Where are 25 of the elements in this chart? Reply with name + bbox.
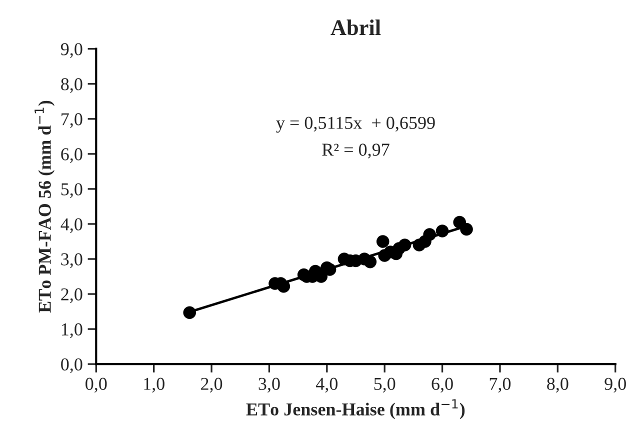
x-tick-label: 6,0 bbox=[432, 378, 453, 393]
x-tick-label: 5,0 bbox=[374, 378, 396, 393]
y-tick-label: 1,0 bbox=[62, 323, 82, 338]
y-tick-label: 2,0 bbox=[61, 288, 82, 304]
chart-title: Abril bbox=[330, 20, 381, 36]
y-tick-label: 4,0 bbox=[60, 218, 82, 234]
x-tick-label: 8,0 bbox=[547, 378, 568, 393]
annotation: R² = 0,97 bbox=[322, 144, 390, 158]
y-tick-label: 6,0 bbox=[61, 148, 82, 163]
x-tick-label: 2,0 bbox=[201, 378, 222, 393]
x-tick-label: 4,0 bbox=[316, 378, 338, 393]
y-tick-label: 0,0 bbox=[61, 358, 82, 374]
y-tick-label: 8,0 bbox=[61, 78, 82, 93]
x-tick-label: 1,0 bbox=[144, 378, 164, 393]
annotation: y = 0,5115x + 0,6599 bbox=[276, 116, 435, 133]
x-tick-label: 9,0 bbox=[604, 378, 626, 393]
y-tick-label: 7,0 bbox=[62, 113, 82, 128]
x-tick-label: 0,0 bbox=[86, 378, 107, 393]
y-tick-label: 9,0 bbox=[60, 43, 82, 58]
x-axis-title: ETo Jensen-Haise (mm d$^{−1}$) bbox=[246, 399, 465, 420]
x-tick-label: 3,0 bbox=[258, 378, 280, 393]
y-axis-title: ETo PM-FAO 56 (mm d$^{−1}$) bbox=[34, 100, 55, 313]
y-tick-label: 5,0 bbox=[61, 183, 82, 198]
y-tick-label: 3,0 bbox=[61, 253, 82, 268]
x-tick-label: 7,0 bbox=[490, 378, 511, 393]
